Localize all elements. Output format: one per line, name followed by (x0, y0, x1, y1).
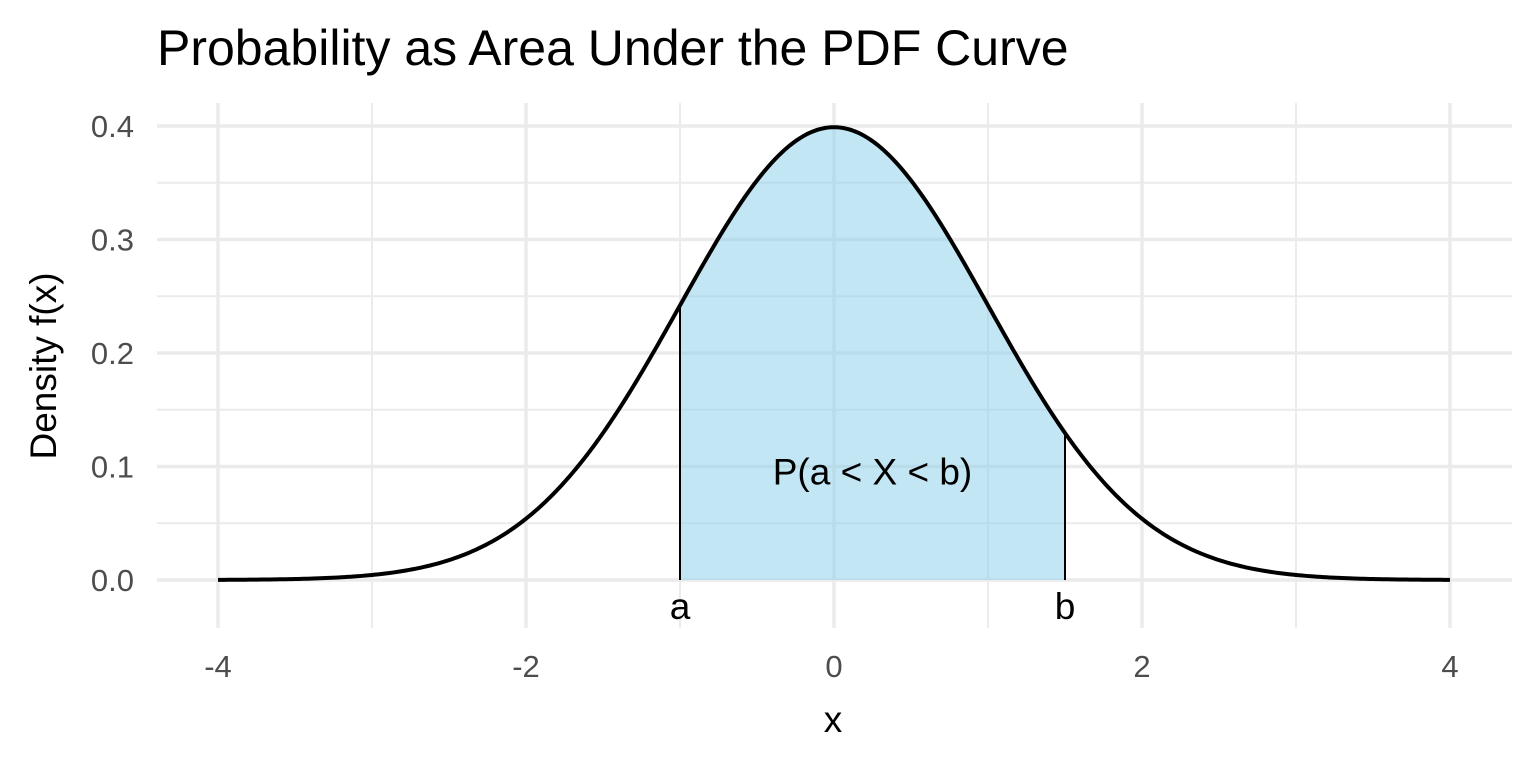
y-tick-label: 0.4 (91, 109, 134, 144)
x-axis-title: x (824, 699, 843, 740)
x-tick-label: -4 (204, 649, 232, 684)
y-tick-label: 0.2 (91, 336, 134, 371)
x-tick-label: -2 (512, 649, 540, 684)
y-tick-label: 0.3 (91, 223, 134, 258)
boundary-label-a: a (670, 586, 691, 627)
shaded-area-layer (680, 127, 1065, 580)
curve-layer (217, 125, 1451, 582)
x-tick-label: 0 (825, 649, 842, 684)
chart-title: Probability as Area Under the PDF Curve (157, 20, 1069, 76)
boundary-label-b: b (1055, 586, 1076, 627)
y-tick-label: 0.0 (91, 563, 134, 598)
tick-label-layer: -4 -2 0 2 4 0.0 0.1 0.2 0.3 0.4 (91, 109, 1459, 684)
x-tick-label: 4 (1441, 649, 1458, 684)
y-tick-label: 0.1 (91, 450, 134, 485)
probability-annotation: P(a < X < b) (773, 452, 973, 493)
pdf-curve (217, 125, 1451, 582)
x-tick-label: 2 (1133, 649, 1150, 684)
shaded-probability-area (680, 127, 1065, 580)
y-axis-title: Density f(x) (23, 272, 64, 459)
